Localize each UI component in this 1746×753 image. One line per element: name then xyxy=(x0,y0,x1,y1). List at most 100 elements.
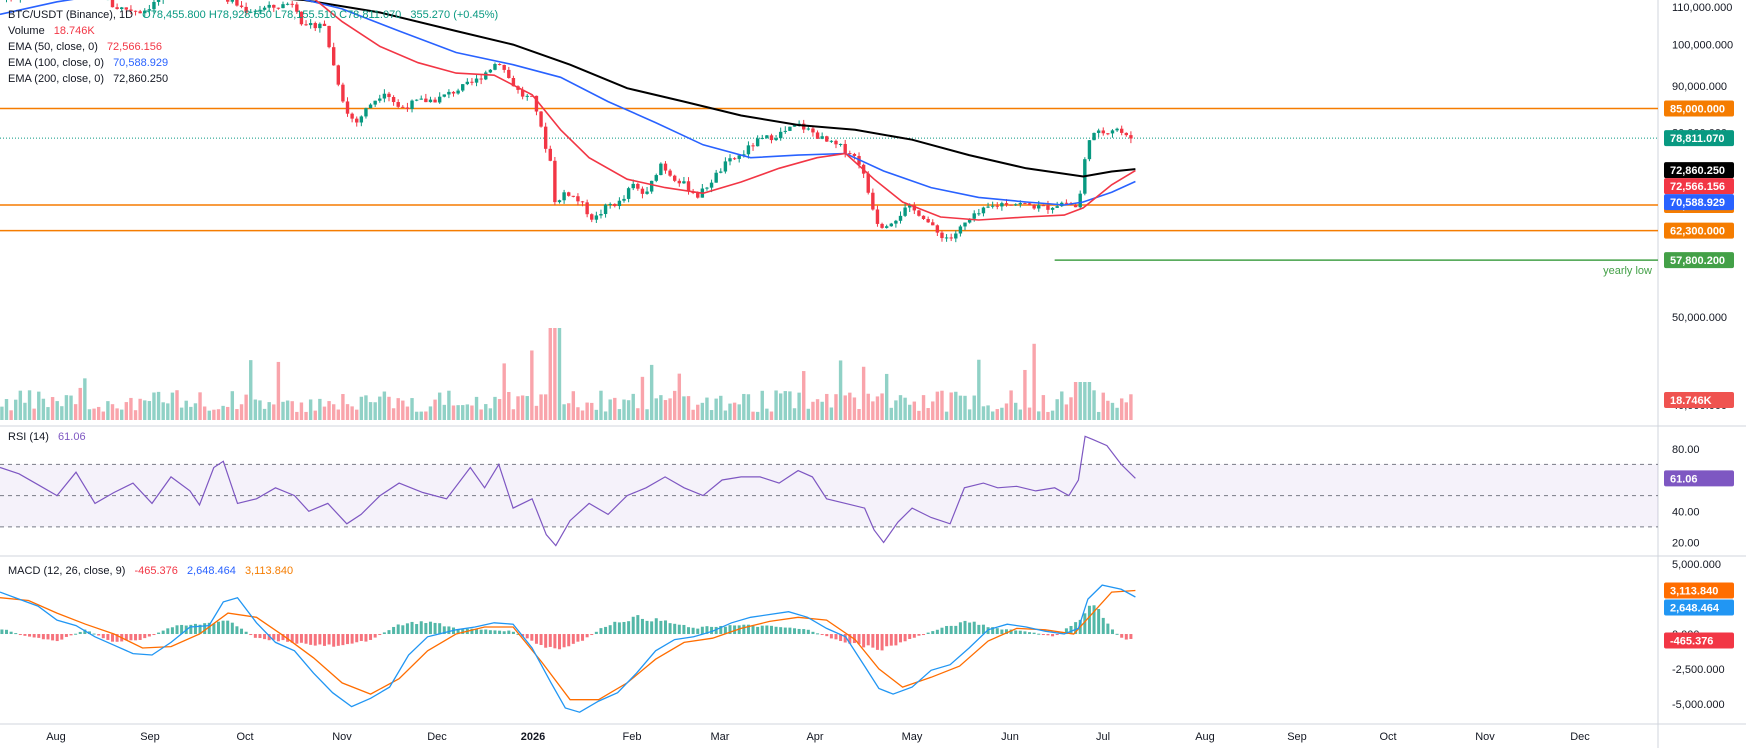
macd-hist-bar xyxy=(540,634,543,645)
macd-hist-bar xyxy=(148,634,151,636)
macd-hist-bar xyxy=(93,634,96,635)
volume-bar xyxy=(327,401,330,420)
volume-bar xyxy=(23,403,26,420)
time-tick-label: Dec xyxy=(1570,731,1590,743)
volume-bar xyxy=(424,411,427,420)
volume-bar xyxy=(756,412,759,420)
volume-bar xyxy=(1083,382,1086,420)
volume-bar xyxy=(55,401,58,420)
volume-bar xyxy=(655,398,658,420)
candle-body xyxy=(553,161,556,202)
macd-hist-bar xyxy=(811,632,814,634)
candle-body xyxy=(714,173,717,183)
macd-hist-value: -465.376 xyxy=(134,565,177,577)
volume-bar xyxy=(913,402,916,420)
macd-hist-bar xyxy=(194,624,197,634)
macd-hist-bar xyxy=(245,632,248,634)
macd-hist-bar xyxy=(97,634,100,635)
macd-hist-bar xyxy=(1125,634,1128,640)
volume-bar xyxy=(848,393,851,420)
candle-body xyxy=(1009,205,1012,206)
volume-bar xyxy=(797,393,800,420)
legend-volume-row[interactable]: Volume 18.746K xyxy=(8,25,101,38)
macd-hist-bar xyxy=(641,619,644,634)
macd-hist-bar xyxy=(493,630,496,634)
volume-bar xyxy=(493,397,496,420)
volume-bar xyxy=(314,411,317,420)
macd-hist-bar xyxy=(176,625,179,634)
legend-macd-row[interactable]: MACD (12, 26, close, 9) -465.376 2,648.4… xyxy=(8,565,299,578)
macd-hist-bar xyxy=(106,634,109,640)
legend-ema50-row[interactable]: EMA (50, close, 0) 72,566.156 xyxy=(8,41,168,54)
volume-bar xyxy=(309,399,312,420)
legend-ema100-row[interactable]: EMA (100, close, 0) 70,588.929 xyxy=(8,57,174,70)
volume-bar xyxy=(843,395,846,420)
candle-body xyxy=(982,208,985,214)
macd-line-label: 2,648.464 xyxy=(1670,603,1720,615)
macd-hist-bar xyxy=(599,628,602,634)
volume-bar xyxy=(249,360,252,420)
volume-bar xyxy=(857,409,860,420)
volume-bar xyxy=(779,393,782,420)
volume-bar xyxy=(9,410,12,420)
volume-bar xyxy=(433,400,436,420)
candle-body xyxy=(765,135,768,138)
macd-hist-bar xyxy=(904,634,907,641)
volume-bar xyxy=(825,394,828,420)
volume-bar xyxy=(977,360,980,420)
volume-bar xyxy=(341,394,344,420)
macd-hist-bar xyxy=(369,634,372,640)
macd-hist-bar xyxy=(254,634,257,638)
candle-body xyxy=(668,171,671,176)
candle-body xyxy=(632,184,635,188)
macd-hist-bar xyxy=(475,629,478,634)
macd-hist-bar xyxy=(793,628,796,634)
macd-hist-bar xyxy=(553,634,556,648)
volume-bar xyxy=(406,407,409,420)
macd-hist-bar xyxy=(807,630,810,634)
volume-label: Volume xyxy=(8,25,45,37)
ema50-value: 72,566.156 xyxy=(107,41,162,53)
symbol-label[interactable]: BTC/USDT (Binance), 1D xyxy=(8,9,133,21)
ema100-line xyxy=(0,0,1135,205)
candle-body xyxy=(1102,130,1105,133)
candle-body xyxy=(1129,135,1132,138)
macd-hist-bar xyxy=(235,626,238,634)
volume-bar xyxy=(687,396,690,420)
level-price-label: 85,000.000 xyxy=(1670,103,1725,115)
legend-ema200-row[interactable]: EMA (200, close, 0) 72,860.250 xyxy=(8,73,174,86)
candle-body xyxy=(936,225,939,232)
candle-body xyxy=(484,72,487,79)
ema50-label: EMA (50, close, 0) xyxy=(8,41,98,53)
volume-bar xyxy=(378,397,381,420)
volume-bar xyxy=(323,407,326,420)
candle-body xyxy=(650,181,653,192)
macd-hist-bar xyxy=(682,625,685,634)
macd-hist-bar xyxy=(530,634,533,641)
candle-body xyxy=(466,82,469,84)
legend-symbol-row: BTC/USDT (Binance), 1D O78,455.800 H78,9… xyxy=(8,9,504,22)
candle-body xyxy=(1014,204,1017,205)
volume-bar xyxy=(590,403,593,420)
macd-hist-bar xyxy=(899,634,902,642)
macd-hist-bar xyxy=(378,634,381,635)
time-tick-label: Aug xyxy=(46,731,66,743)
candle-body xyxy=(558,200,561,202)
candle-body xyxy=(235,0,238,6)
macd-hist-bar xyxy=(37,634,40,638)
volume-bar xyxy=(526,396,529,420)
volume-bar xyxy=(539,394,542,420)
candle-body xyxy=(1000,203,1003,206)
volume-bar xyxy=(32,409,35,420)
volume-bar xyxy=(300,402,303,420)
volume-bar xyxy=(613,398,616,420)
macd-hist-bar xyxy=(563,634,566,647)
legend-rsi-row[interactable]: RSI (14) 61.06 xyxy=(8,431,92,444)
macd-hist-bar xyxy=(134,634,137,640)
candle-body xyxy=(613,204,616,206)
volume-bar xyxy=(765,409,768,420)
volume-bar xyxy=(79,388,82,420)
macd-hist-bar xyxy=(834,634,837,639)
